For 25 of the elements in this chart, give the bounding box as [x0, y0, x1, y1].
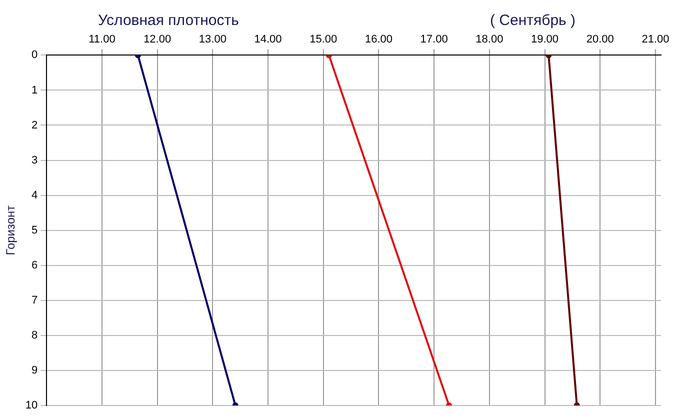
x-tick-label: 21.00	[642, 34, 670, 46]
chart-subtitle: ( Сентябрь )	[490, 12, 576, 29]
y-axis-title: Горизонт	[4, 204, 18, 256]
x-tick-label: 18.00	[476, 34, 504, 46]
y-tick-label: 1	[32, 84, 38, 96]
y-tick-label: 0	[32, 49, 38, 62]
y-tick-label: 2	[32, 119, 38, 132]
y-tick-label: 5	[32, 224, 38, 236]
y-tick-label: 3	[32, 154, 38, 166]
x-tick-label: 14.00	[254, 34, 282, 46]
chart-title: Условная плотность	[98, 12, 239, 29]
x-tick-label: 12.00	[144, 34, 172, 46]
x-tick-label: 20.00	[586, 34, 614, 46]
y-tick-label: 4	[32, 189, 38, 202]
x-tick-label: 19.00	[531, 34, 559, 46]
x-tick-label: 15.00	[310, 34, 338, 46]
x-tick-label: 11.00	[88, 34, 116, 46]
y-tick-label: 9	[32, 364, 38, 376]
y-tick-label: 8	[32, 329, 38, 342]
x-tick-label: 16.00	[364, 34, 392, 46]
y-tick-label: 7	[32, 294, 38, 306]
x-tick-label: 13.00	[198, 34, 226, 46]
y-tick-label: 6	[32, 259, 38, 272]
y-tick-label: 10	[25, 399, 38, 412]
x-tick-label: 17.00	[420, 34, 448, 46]
